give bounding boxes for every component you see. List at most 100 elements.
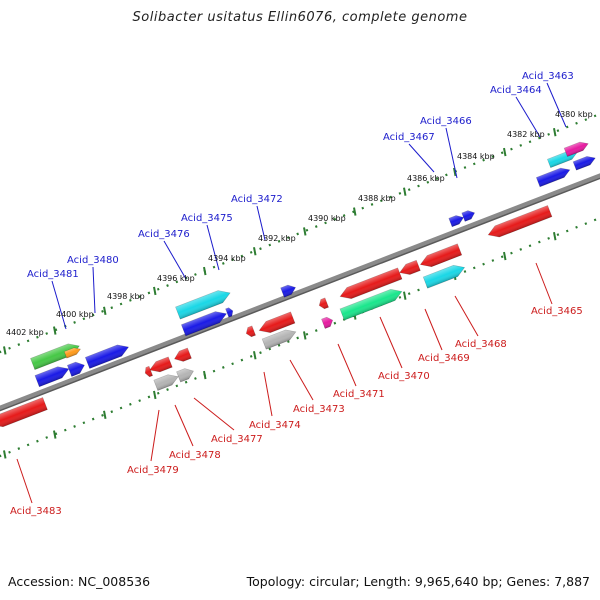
label-leader-bottom xyxy=(174,404,194,447)
major-ticks xyxy=(3,128,557,459)
kbp-label: 4400 kbp xyxy=(56,310,94,319)
kbp-label: 4382 kbp xyxy=(507,130,545,139)
gene-arrow-shade xyxy=(321,317,333,329)
gene-label-bottom[interactable]: Acid_3468 xyxy=(455,339,507,350)
gene-arrow-shade xyxy=(448,215,464,227)
gene-label-top[interactable]: Acid_3472 xyxy=(231,194,283,205)
gene-label-bottom[interactable]: Acid_3483 xyxy=(10,506,62,517)
label-leader-top xyxy=(206,224,220,271)
gene-label-bottom[interactable]: Acid_3470 xyxy=(378,371,430,382)
gene-feature xyxy=(318,297,329,310)
gene-arrow-shade xyxy=(340,267,403,299)
kbp-label: 4396 kbp xyxy=(157,274,195,283)
gene-features xyxy=(0,141,596,428)
major-tick xyxy=(403,187,407,196)
gene-feature xyxy=(339,267,403,299)
kbp-label: 4386 kbp xyxy=(407,174,445,183)
label-leader-bottom xyxy=(337,343,357,387)
gene-arrow-shade xyxy=(0,397,48,427)
gene-feature xyxy=(321,316,334,329)
gene-feature xyxy=(180,311,227,337)
major-tick xyxy=(303,227,307,236)
gene-arrow-shade xyxy=(573,156,596,171)
gene-label-top[interactable]: Acid_3467 xyxy=(383,132,435,143)
gene-feature xyxy=(149,356,173,373)
gene-feature xyxy=(66,361,85,377)
gene-arrow-shade xyxy=(461,210,475,222)
gene-label-top[interactable]: Acid_3480 xyxy=(67,255,119,266)
map-title: Solibacter usitatus Ellin6076, complete … xyxy=(132,10,468,25)
label-leader-top xyxy=(256,205,266,241)
gene-label-bottom[interactable]: Acid_3479 xyxy=(127,465,179,476)
gene-label-bottom[interactable]: Acid_3469 xyxy=(418,353,470,364)
gene-arrow-shade xyxy=(423,265,465,289)
gene-label-top[interactable]: Acid_3481 xyxy=(27,269,79,280)
gene-arrow-shade xyxy=(319,297,329,309)
gene-feature xyxy=(144,365,153,378)
gene-arrow-shade xyxy=(85,344,129,369)
genome-summary-text: Topology: circular; Length: 9,965,640 bp… xyxy=(246,574,590,589)
lower-tick-track xyxy=(0,216,600,458)
gene-arrow-shade xyxy=(246,325,256,337)
gene-feature xyxy=(0,397,48,428)
gene-arrow-shade xyxy=(488,205,552,238)
gene-label-top[interactable]: Acid_3476 xyxy=(138,229,190,240)
genome-backbone xyxy=(0,173,600,411)
gene-label-top[interactable]: Acid_3463 xyxy=(522,71,574,82)
gene-label-bottom[interactable]: Acid_3477 xyxy=(211,434,263,445)
gene-feature xyxy=(225,307,234,318)
gene-feature xyxy=(34,366,70,388)
gene-label-top[interactable]: Acid_3475 xyxy=(181,213,233,224)
gene-label-bottom[interactable]: Acid_3474 xyxy=(249,420,301,431)
major-tick xyxy=(153,286,157,296)
kbp-label: 4402 kbp xyxy=(6,328,44,337)
gene-label-bottom[interactable]: Acid_3471 xyxy=(333,389,385,400)
label-leaders xyxy=(16,82,567,504)
major-tick xyxy=(203,266,207,276)
gene-arrow-shade xyxy=(175,290,231,320)
gene-label-bottom[interactable]: Acid_3473 xyxy=(293,404,345,415)
gene-arrow-shade xyxy=(153,374,179,391)
major-tick xyxy=(3,450,7,459)
gene-feature xyxy=(174,347,192,362)
gene-arrow-shade xyxy=(225,307,233,318)
gene-feature xyxy=(84,344,130,369)
gene-arrow-shade xyxy=(149,356,173,372)
gene-feature xyxy=(258,311,296,333)
label-leader-top xyxy=(92,266,96,314)
gene-feature xyxy=(399,259,421,275)
kbp-label: 4390 kbp xyxy=(308,214,346,223)
label-leader-top xyxy=(546,82,567,128)
gene-arrow-shade xyxy=(339,289,402,321)
gene-label-bottom[interactable]: Acid_3478 xyxy=(169,450,221,461)
gene-label-top[interactable]: Acid_3464 xyxy=(490,85,542,96)
gene-feature xyxy=(280,284,296,298)
label-leader-bottom xyxy=(535,262,553,305)
gene-arrow-shade xyxy=(262,329,296,350)
major-tick xyxy=(153,390,157,400)
gene-arrow-shade xyxy=(174,347,192,362)
major-tick xyxy=(503,251,507,261)
genome-backbone-shadow xyxy=(0,177,600,412)
gene-arrow-shade xyxy=(564,142,589,157)
gene-feature xyxy=(422,264,466,289)
gene-feature xyxy=(176,368,194,383)
gene-label-top[interactable]: Acid_3466 xyxy=(420,116,472,127)
label-leader-bottom xyxy=(193,397,235,431)
upper-tick-track xyxy=(0,112,600,354)
major-tick xyxy=(203,370,207,380)
major-tick xyxy=(553,128,557,137)
major-tick xyxy=(103,306,107,315)
major-tick xyxy=(3,346,7,355)
label-leader-bottom xyxy=(379,316,403,369)
major-tick xyxy=(503,147,507,157)
gene-feature xyxy=(175,290,231,320)
gene-label-bottom[interactable]: Acid_3465 xyxy=(531,306,583,317)
gene-feature xyxy=(339,289,403,321)
gene-arrow-shade xyxy=(34,366,69,387)
major-tick xyxy=(253,351,257,360)
label-leader-bottom xyxy=(424,308,443,351)
gene-arrow-shade xyxy=(30,343,80,370)
label-leader-bottom xyxy=(16,458,33,504)
accession-text: Accession: NC_008536 xyxy=(8,574,151,589)
